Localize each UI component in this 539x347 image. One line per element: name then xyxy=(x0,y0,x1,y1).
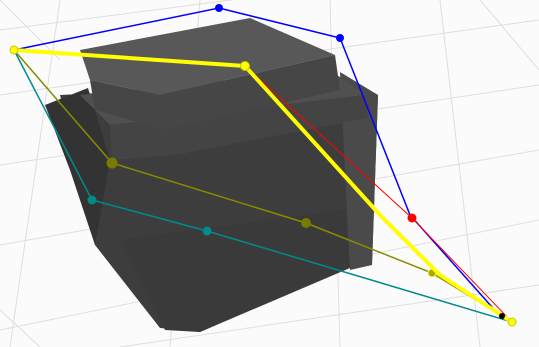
yellow-handle-peak[interactable] xyxy=(240,61,250,71)
box-model[interactable] xyxy=(45,18,378,332)
box-upper-top-face xyxy=(80,18,335,95)
yellow-handle-start[interactable] xyxy=(9,45,19,55)
pivot-point[interactable] xyxy=(499,313,505,319)
olive-handle-center[interactable] xyxy=(301,218,311,228)
yellow-handle-end[interactable] xyxy=(507,317,517,327)
blue-handle-top[interactable] xyxy=(215,4,223,12)
teal-handle-left[interactable] xyxy=(87,195,97,205)
box-upper-front-face xyxy=(90,55,340,130)
box-bottom-front-face xyxy=(120,210,350,332)
yellow-path[interactable] xyxy=(9,45,517,327)
olive-handle-left[interactable] xyxy=(106,157,118,169)
box-middle-band xyxy=(110,95,368,160)
red-handle[interactable] xyxy=(407,213,417,223)
box-lower-left-face xyxy=(45,88,110,245)
blue-handle-right[interactable] xyxy=(336,34,344,42)
teal-handle-center[interactable] xyxy=(202,226,212,236)
teal-path[interactable] xyxy=(13,49,513,323)
red-path[interactable] xyxy=(244,65,511,321)
